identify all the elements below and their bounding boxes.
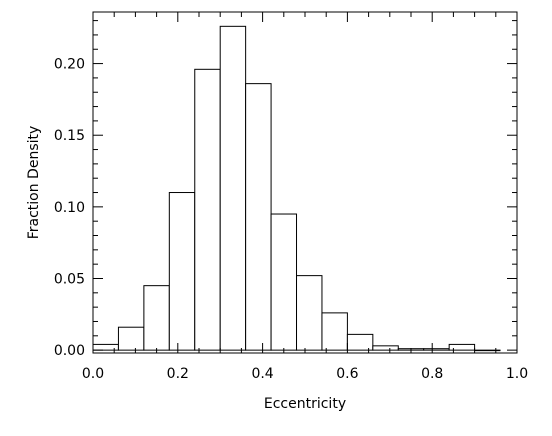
histogram-bar bbox=[270, 213, 298, 351]
bars bbox=[92, 25, 501, 352]
x-tick-label: 0.8 bbox=[421, 366, 443, 382]
histogram-bar bbox=[117, 326, 145, 351]
x-axis-label: Eccentricity bbox=[264, 396, 346, 412]
x-tick-label: 0.0 bbox=[82, 366, 104, 382]
y-tick-label: 0.00 bbox=[54, 343, 85, 359]
x-tick-label: 0.2 bbox=[167, 366, 189, 382]
y-tick-label: 0.15 bbox=[54, 128, 85, 144]
histogram-bar bbox=[168, 192, 196, 351]
y-tick-label: 0.10 bbox=[54, 200, 85, 216]
histogram-bar bbox=[245, 83, 272, 351]
histogram-bar bbox=[346, 333, 374, 351]
y-axis-label: Fraction Density bbox=[26, 126, 42, 240]
histogram-bar bbox=[423, 348, 450, 351]
histogram-bar bbox=[143, 285, 170, 351]
y-tick-label: 0.20 bbox=[54, 57, 85, 73]
ticks bbox=[92, 12, 518, 353]
histogram-bar bbox=[296, 275, 323, 351]
histogram-bar bbox=[448, 343, 476, 351]
tick-labels: 0.0 0.2 0.4 0.6 0.8 1.0 0.00 0.05 0.10 0.15 0.20 bbox=[54, 57, 528, 382]
x-tick-label: 0.6 bbox=[336, 366, 358, 382]
histogram-bar bbox=[321, 312, 348, 351]
x-tick-label: 0.4 bbox=[251, 366, 273, 382]
x-tick-label: 1.0 bbox=[506, 366, 528, 382]
y-tick-label: 0.05 bbox=[54, 271, 85, 287]
histogram-bar bbox=[372, 345, 399, 351]
histogram-bar bbox=[194, 68, 221, 351]
histogram-bar bbox=[219, 25, 247, 351]
